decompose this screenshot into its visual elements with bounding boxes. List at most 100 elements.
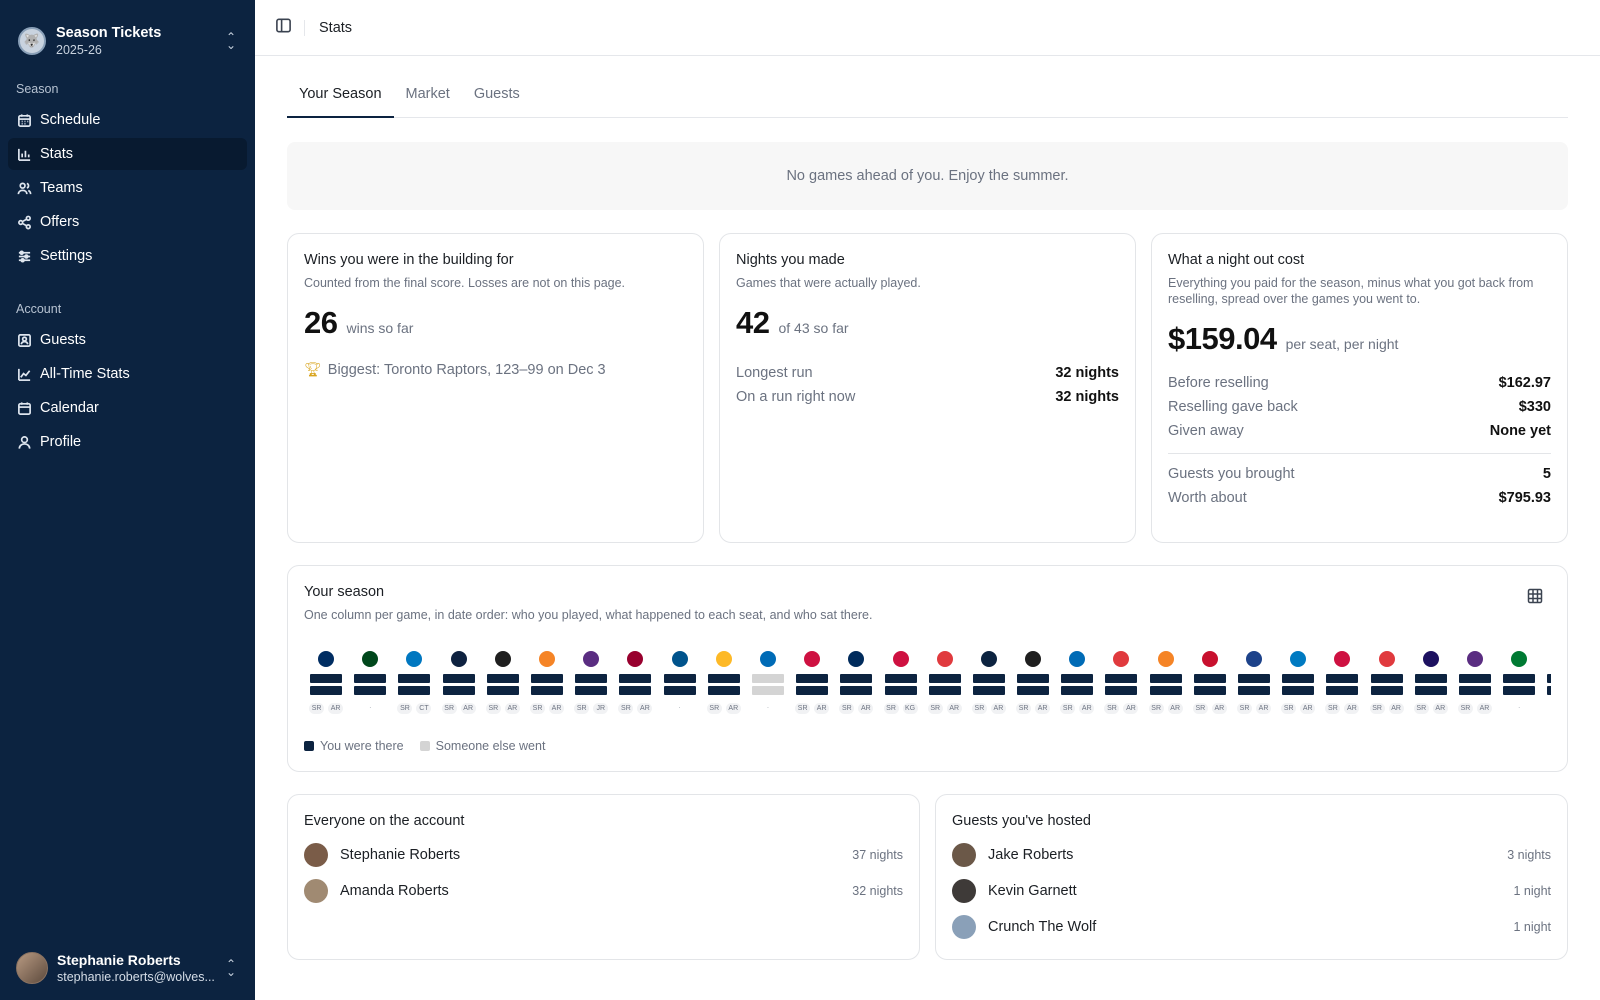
tab-market[interactable]: Market: [405, 86, 450, 102]
game-column[interactable]: SR AR: [525, 651, 569, 715]
seat-you: [1193, 674, 1226, 683]
seat-holder-initials: AR: [1432, 703, 1448, 714]
sidebar-item-stats[interactable]: Stats: [8, 138, 247, 170]
sidebar-item-all-time-stats[interactable]: All-Time Stats: [8, 358, 247, 390]
before-reselling-row: Before reselling $162.97: [1168, 375, 1551, 391]
game-column[interactable]: ·: [1497, 651, 1541, 715]
seat-holder-initials: SR: [1457, 703, 1473, 714]
game-column[interactable]: SR AR: [1099, 651, 1143, 715]
game-column[interactable]: SR AR: [437, 651, 481, 715]
game-column[interactable]: SR AR: [1144, 651, 1188, 715]
tab-your-season[interactable]: Your Season: [287, 82, 394, 118]
seat-holder-initials: AR: [1476, 703, 1492, 714]
person-row[interactable]: Crunch The Wolf 1 night: [952, 909, 1551, 945]
opponent-logo-icon: [980, 651, 997, 667]
sidebar-item-guests[interactable]: Guests: [8, 324, 247, 356]
team-switcher[interactable]: 🐺 Season Tickets 2025-26 ⌃ ⌄: [0, 0, 255, 66]
person-nights: 32 nights: [852, 884, 903, 898]
game-column[interactable]: ·: [348, 651, 392, 715]
game-column[interactable]: SR AR: [1055, 651, 1099, 715]
game-column[interactable]: ·: [658, 651, 702, 715]
tab-guests[interactable]: Guests: [473, 86, 520, 102]
seat-initials: SR AR: [1281, 703, 1316, 715]
seat-initials: SR AR: [485, 703, 520, 715]
seat-initials: SR AR: [1369, 703, 1404, 715]
game-column[interactable]: SR AR: [790, 651, 834, 715]
game-column[interactable]: SR AR: [702, 651, 746, 715]
person-row[interactable]: Amanda Roberts 32 nights: [304, 873, 903, 909]
opponent-logo-icon: [1511, 651, 1528, 667]
seat-holder-initials: SR: [795, 703, 811, 714]
game-column[interactable]: SR AR: [1232, 651, 1276, 715]
opponent-logo-icon: [406, 651, 423, 667]
seat-you: [1414, 674, 1447, 683]
nights-title: Nights you made: [736, 252, 845, 268]
seat-holder-initials: AR: [725, 703, 741, 714]
seat-you: [972, 674, 1005, 683]
sidebar-item-offers[interactable]: Offers: [8, 206, 247, 238]
sidebar-item-label: Guests: [40, 332, 86, 348]
game-column[interactable]: SR AR: [1011, 651, 1055, 715]
avatar: [952, 879, 976, 903]
opponent-logo-icon: [1069, 651, 1086, 667]
sidebar-nav: Season Schedule Stats Teams Offers Settings Ac…: [0, 66, 255, 458]
game-column[interactable]: SR AR: [613, 651, 657, 715]
seat-initials: SR AR: [530, 703, 565, 715]
seat-holder-initials: SR: [1060, 703, 1076, 714]
opponent-logo-icon: [1157, 651, 1174, 667]
game-column[interactable]: SR AR: [1276, 651, 1320, 715]
sidebar-item-schedule[interactable]: Schedule: [8, 104, 247, 136]
game-column[interactable]: SR AR: [1188, 651, 1232, 715]
seat-you: [619, 674, 652, 683]
seat-initials: SR AR: [839, 703, 874, 715]
worth-about-row: Worth about $795.93: [1168, 490, 1551, 506]
sidebar-toggle-icon[interactable]: [275, 17, 292, 39]
game-column[interactable]: SR AR: [304, 651, 348, 715]
seat-holder-initials: AR: [858, 703, 874, 714]
seat-initials: SR AR: [1104, 703, 1139, 715]
guests-brought-row: Guests you brought 5: [1168, 466, 1551, 482]
empty-dot: ·: [1517, 703, 1521, 712]
team-logo-icon: 🐺: [18, 27, 46, 55]
main-content: Stats Your Season Market Guests No games…: [255, 0, 1600, 1000]
seat-initials: SR AR: [1325, 703, 1360, 715]
user-menu[interactable]: Stephanie Roberts stephanie.roberts@wolv…: [0, 946, 255, 990]
seat-you: [884, 674, 917, 683]
game-column[interactable]: SR AR: [967, 651, 1011, 715]
chevron-up-down-icon[interactable]: ⌃ ⌄: [225, 30, 237, 52]
sidebar-item-calendar[interactable]: Calendar: [8, 392, 247, 424]
game-column[interactable]: SR AR: [923, 651, 967, 715]
divider: [304, 19, 305, 36]
user-email: stephanie.roberts@wolves...: [57, 970, 215, 984]
game-column[interactable]: SR AR: [481, 651, 525, 715]
game-column[interactable]: SR AR: [1453, 651, 1497, 715]
person-row[interactable]: Kevin Garnett 1 night: [952, 873, 1551, 909]
game-column[interactable]: ·: [746, 651, 790, 715]
divider: [1168, 453, 1551, 454]
sidebar-item-label: Stats: [40, 146, 74, 162]
user-icon: [16, 434, 32, 450]
avatar: [952, 915, 976, 939]
seat-you: [1547, 674, 1551, 683]
seat-holder-initials: AR: [637, 703, 653, 714]
game-column[interactable]: SR KG: [878, 651, 922, 715]
person-row[interactable]: Stephanie Roberts 37 nights: [304, 837, 903, 873]
game-column[interactable]: SR AR: [834, 651, 878, 715]
sidebar-item-settings[interactable]: Settings: [8, 240, 247, 272]
game-column[interactable]: SR AR: [1320, 651, 1364, 715]
sidebar-item-teams[interactable]: Teams: [8, 172, 247, 204]
game-column[interactable]: SR JR: [569, 651, 613, 715]
game-column[interactable]: SR AR: [1409, 651, 1453, 715]
seat-you: [310, 674, 343, 683]
sidebar-item-profile[interactable]: Profile: [8, 426, 247, 458]
seat-you: [442, 674, 475, 683]
opponent-logo-icon: [1201, 651, 1218, 667]
wins-card: Wins you were in the building for Counte…: [287, 233, 704, 543]
game-column[interactable]: SR AR: [1365, 651, 1409, 715]
person-row[interactable]: Jake Roberts 3 nights: [952, 837, 1551, 873]
avatar: [952, 843, 976, 867]
chevron-up-down-icon[interactable]: ⌃ ⌄: [225, 957, 237, 979]
game-column[interactable]: SR CT: [392, 651, 436, 715]
table-view-icon[interactable]: [1527, 588, 1543, 609]
game-column[interactable]: SR: [1541, 651, 1551, 715]
